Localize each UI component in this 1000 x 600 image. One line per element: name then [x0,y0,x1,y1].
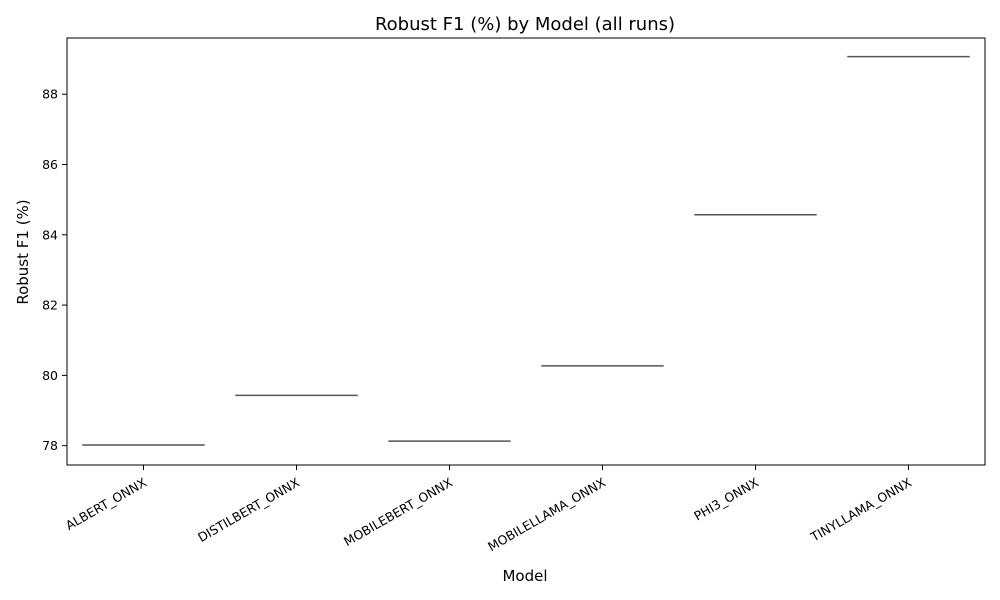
y-tick-label: 78 [42,438,58,453]
x-tick-label: DISTILBERT_ONNX [195,474,302,545]
y-tick-label: 86 [42,157,58,172]
y-axis: 78 80 82 84 86 88 [42,87,67,453]
x-tick-label: ALBERT_ONNX [63,474,149,533]
x-axis: ALBERT_ONNX DISTILBERT_ONNX MOBILEBERT_ONN… [63,465,914,554]
x-tick-label: MOBILEBERT_ONNX [341,474,455,549]
plot-area [66,37,986,466]
x-tick-label: TINYLLAMA_ONNX [807,474,914,545]
y-tick-label: 80 [42,368,58,383]
y-tick-label: 84 [42,227,58,242]
y-axis-label: Robust F1 (%) [14,199,32,304]
plot-frame [66,37,986,466]
x-tick-label: PHI3_ONNX [691,474,761,523]
x-axis-label: Model [502,567,547,585]
y-tick-label: 88 [42,87,58,102]
x-tick-label: MOBILELLAMA_ONNX [485,474,608,554]
y-tick-label: 82 [42,298,58,313]
chart-title: Robust F1 (%) by Model (all runs) [375,14,675,35]
